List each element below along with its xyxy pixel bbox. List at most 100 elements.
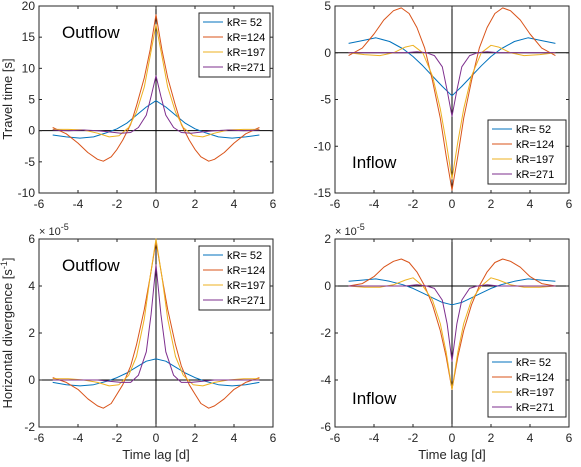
series-line-kR271 xyxy=(348,51,556,117)
y-tick-label: -5 xyxy=(24,155,35,169)
x-tick-label: -4 xyxy=(73,197,84,211)
legend-label: kR=271 xyxy=(227,62,265,74)
legend-label: kR=124 xyxy=(516,372,554,384)
series-line-kR52 xyxy=(52,358,260,387)
y-tick-label: 6 xyxy=(28,232,35,246)
y-tick-label: -2 xyxy=(320,326,331,340)
legend: kR= 52 kR=124 kR=197 kR=271 xyxy=(198,12,271,78)
x-tick-label: 2 xyxy=(488,197,495,211)
series-line-kR271 xyxy=(52,264,260,383)
legend-label: kR= 52 xyxy=(227,17,262,29)
y-exponent-label: × 10-5 xyxy=(39,222,69,238)
x-tick-label: 2 xyxy=(192,431,199,445)
y-tick-label: 5 xyxy=(324,0,331,13)
legend-box xyxy=(198,245,271,311)
x-axis-label: Time lag [d] xyxy=(418,447,485,462)
x-tick-label: -6 xyxy=(330,431,341,445)
series-line-kR197 xyxy=(52,238,260,387)
legend-label: kR=271 xyxy=(227,295,265,307)
series-line-kR197 xyxy=(348,277,556,390)
legend-label: kR= 52 xyxy=(516,357,551,369)
x-axis-label: Time lag [d] xyxy=(122,447,189,462)
legend: kR= 52 kR=124 kR=197 kR=271 xyxy=(487,352,567,418)
panel-annotation: Outflow xyxy=(62,23,120,42)
x-tick-label: -4 xyxy=(369,431,380,445)
series-line-kR124 xyxy=(52,14,260,162)
y-tick-label: -2 xyxy=(24,420,35,434)
y-axis-label: Travel time [s] xyxy=(0,58,15,139)
legend-label: kR=197 xyxy=(227,280,265,292)
x-tick-label: 2 xyxy=(488,431,495,445)
x-tick-label: 6 xyxy=(566,197,573,211)
panel-bottom-left: -6 -4 -2 0 2 4 6 -2 0 2 4 6 × 10-5 Time lag [d] Horizo… xyxy=(0,222,277,462)
x-tick-label: -2 xyxy=(408,431,419,445)
x-tick-label: -2 xyxy=(408,197,419,211)
y-exponent-label: × 10-5 xyxy=(335,222,365,238)
legend-label: kR=124 xyxy=(516,139,554,151)
panel-annotation: Outflow xyxy=(62,256,120,275)
x-tick-label: 0 xyxy=(449,197,456,211)
legend-label: kR=271 xyxy=(516,402,554,414)
y-tick-label: -5 xyxy=(320,93,331,107)
legend-label: kR=124 xyxy=(227,265,265,277)
x-tick-label: -6 xyxy=(34,197,45,211)
y-tick-label: 4 xyxy=(28,279,35,293)
x-tick-label: 4 xyxy=(231,431,238,445)
y-tick-label: 2 xyxy=(28,326,35,340)
y-tick-label: -10 xyxy=(314,139,332,153)
x-tick-label: -4 xyxy=(73,431,84,445)
legend: kR= 52 kR=124 kR=197 kR=271 xyxy=(198,245,271,311)
y-tick-label: -10 xyxy=(18,186,36,200)
series-line-kR52 xyxy=(348,278,556,306)
series-line-kR52 xyxy=(348,37,556,97)
x-tick-label: 6 xyxy=(270,197,277,211)
panel-annotation: Inflow xyxy=(352,389,397,408)
legend-box xyxy=(487,119,567,185)
y-tick-label: 15 xyxy=(22,30,36,44)
x-tick-label: 4 xyxy=(527,197,534,211)
x-tick-label: 0 xyxy=(153,197,160,211)
y-tick-label: 0 xyxy=(324,279,331,293)
y-tick-label: 0 xyxy=(324,46,331,60)
x-tick-label: 6 xyxy=(566,431,573,445)
legend-box xyxy=(198,12,271,78)
x-tick-label: -6 xyxy=(330,197,341,211)
panel-annotation: Inflow xyxy=(352,153,397,172)
y-tick-label: 0 xyxy=(28,373,35,387)
x-tick-label: -6 xyxy=(34,431,45,445)
legend-label: kR=197 xyxy=(516,154,554,166)
y-tick-label: -6 xyxy=(320,420,331,434)
x-tick-label: 4 xyxy=(527,431,534,445)
panel-top-left: -6 -4 -2 0 2 4 6 -10 -5 0 5 10 15 20 Travel time [s] Ou… xyxy=(0,0,277,211)
series-line-kR271 xyxy=(52,75,260,134)
legend-label: kR= 52 xyxy=(516,124,551,136)
x-tick-label: 0 xyxy=(153,431,160,445)
x-tick-label: 2 xyxy=(192,197,199,211)
y-tick-label: -4 xyxy=(320,373,331,387)
x-tick-label: -2 xyxy=(112,431,123,445)
legend-label: kR=197 xyxy=(516,387,554,399)
series-line-kR124 xyxy=(348,7,556,191)
y-tick-label: 0 xyxy=(28,124,35,138)
x-tick-label: 6 xyxy=(270,431,277,445)
series-line-kR271 xyxy=(348,284,556,362)
legend-label: kR=124 xyxy=(227,32,265,44)
legend-label: kR=197 xyxy=(227,47,265,59)
series-line-kR52 xyxy=(52,100,260,139)
y-axis-label: Horizontal divergence [s-1] xyxy=(0,257,15,408)
x-tick-label: 4 xyxy=(231,197,238,211)
legend-label: kR= 52 xyxy=(227,250,262,262)
series-line-kR197 xyxy=(348,44,556,180)
y-tick-label: 10 xyxy=(22,61,36,75)
legend-box xyxy=(487,352,567,418)
x-tick-label: -4 xyxy=(369,197,380,211)
x-tick-label: 0 xyxy=(449,431,456,445)
y-tick-label: 2 xyxy=(324,232,331,246)
legend: kR= 52 kR=124 kR=197 kR=271 xyxy=(487,119,567,185)
y-tick-label: 5 xyxy=(28,93,35,107)
legend-label: kR=271 xyxy=(516,169,554,181)
y-tick-label: -15 xyxy=(314,186,332,200)
y-tick-label: 20 xyxy=(22,0,36,13)
